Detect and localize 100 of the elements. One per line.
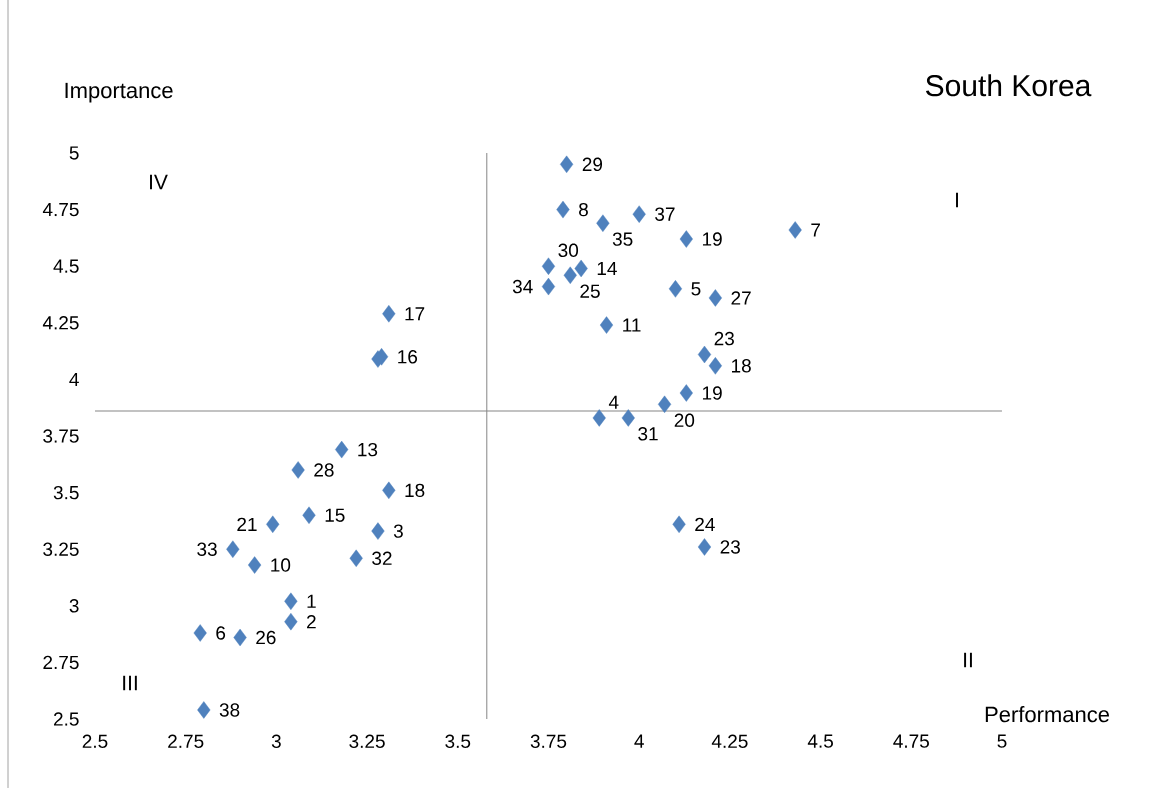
annotation: 19 xyxy=(702,232,722,246)
annotation: 32 xyxy=(372,551,392,565)
annotation: 3 xyxy=(393,524,403,538)
y-tick-label: 5 xyxy=(69,146,79,160)
y-tick-label: 3.75 xyxy=(43,429,79,443)
point xyxy=(657,395,672,414)
annotation: 25 xyxy=(580,284,600,298)
annotation: 35 xyxy=(612,232,633,246)
point xyxy=(563,266,577,284)
y-tick-label: 2.75 xyxy=(43,655,79,670)
x-tick-label: 2.5 xyxy=(82,734,108,749)
y-tick-label: 3.5 xyxy=(53,485,79,500)
annotation: 18 xyxy=(405,483,425,498)
point xyxy=(632,205,646,223)
point xyxy=(284,612,298,631)
point xyxy=(697,538,712,556)
annotation: III xyxy=(123,675,137,691)
point xyxy=(541,257,556,275)
y-tick-label: 2.5 xyxy=(53,712,79,726)
annotation: 13 xyxy=(358,442,378,457)
annotation: 15 xyxy=(325,508,345,522)
y-tick-label: 4 xyxy=(69,372,79,386)
y-tick-label: 4.5 xyxy=(53,259,79,273)
annotation: 21 xyxy=(237,517,257,531)
point xyxy=(291,461,305,479)
annotation: 34 xyxy=(512,279,533,294)
y-axis-title: Importance xyxy=(65,82,173,103)
x-tick-label: 2.75 xyxy=(168,734,204,749)
point xyxy=(574,259,588,278)
point xyxy=(382,481,396,500)
annotation: 37 xyxy=(655,207,675,221)
x-tick-label: 3.25 xyxy=(349,734,385,749)
annotation: 23 xyxy=(720,540,740,554)
x-axis-title: Performance xyxy=(985,706,1109,723)
annotation: 17 xyxy=(405,307,425,321)
point xyxy=(382,305,396,323)
annotation: 29 xyxy=(582,157,603,172)
point xyxy=(679,384,693,402)
annotation: 23 xyxy=(714,331,734,346)
point xyxy=(599,316,614,334)
point xyxy=(233,628,247,647)
annotation: 14 xyxy=(597,261,617,276)
annotation: 19 xyxy=(702,386,722,400)
point xyxy=(226,540,240,558)
point xyxy=(668,280,683,298)
x-tick-label: 4.25 xyxy=(711,734,748,749)
point xyxy=(592,409,606,427)
annotation: I xyxy=(956,192,958,208)
annotation: 30 xyxy=(558,243,579,258)
point xyxy=(266,515,280,534)
annotation: 5 xyxy=(691,282,701,296)
x-tick-label: 4 xyxy=(634,734,644,748)
point xyxy=(248,556,262,574)
x-tick-label: 4.75 xyxy=(893,734,929,748)
point xyxy=(556,200,570,219)
y-tick-label: 3 xyxy=(69,599,79,613)
annotation: 1 xyxy=(307,594,316,608)
point xyxy=(708,357,722,375)
annotation: 4 xyxy=(608,395,619,409)
point xyxy=(672,515,686,534)
annotation: 33 xyxy=(197,542,217,556)
annotation: IV xyxy=(150,174,168,190)
annotation: 28 xyxy=(314,463,334,477)
annotation: 38 xyxy=(219,703,240,717)
point xyxy=(679,230,693,248)
point xyxy=(541,277,556,296)
x-tick-label: 3.75 xyxy=(530,734,567,749)
annotation: 6 xyxy=(216,626,226,640)
annotation: 16 xyxy=(398,350,418,364)
point xyxy=(788,221,802,239)
annotation: 2 xyxy=(307,615,316,629)
x-tick-label: 5 xyxy=(997,734,1007,748)
annotation: 11 xyxy=(623,318,641,332)
point xyxy=(596,214,610,232)
y-tick-label: 4.25 xyxy=(42,316,79,330)
point xyxy=(371,522,385,540)
annotation: 27 xyxy=(731,291,751,305)
y-tick-label: 4.75 xyxy=(42,203,79,217)
annotation: II xyxy=(964,652,972,668)
annotation: 8 xyxy=(579,202,588,217)
point xyxy=(621,409,635,427)
chart-title: South Korea xyxy=(925,74,1092,97)
annotation: 7 xyxy=(811,223,820,237)
annotation: 10 xyxy=(271,558,291,572)
annotation: 24 xyxy=(695,517,715,531)
point xyxy=(349,549,363,567)
x-tick-label: 4.5 xyxy=(807,734,833,748)
point xyxy=(193,624,207,642)
point xyxy=(708,289,722,307)
annotation: 18 xyxy=(732,359,751,373)
annotation: 20 xyxy=(674,413,695,427)
annotation: 31 xyxy=(638,427,658,441)
point xyxy=(560,155,574,174)
x-tick-label: 3.5 xyxy=(445,734,471,749)
point xyxy=(335,440,349,459)
x-tick-label: 3 xyxy=(271,734,281,749)
annotation: 26 xyxy=(256,630,276,645)
point xyxy=(302,506,316,524)
point xyxy=(284,592,298,610)
y-tick-label: 3.25 xyxy=(43,542,79,556)
